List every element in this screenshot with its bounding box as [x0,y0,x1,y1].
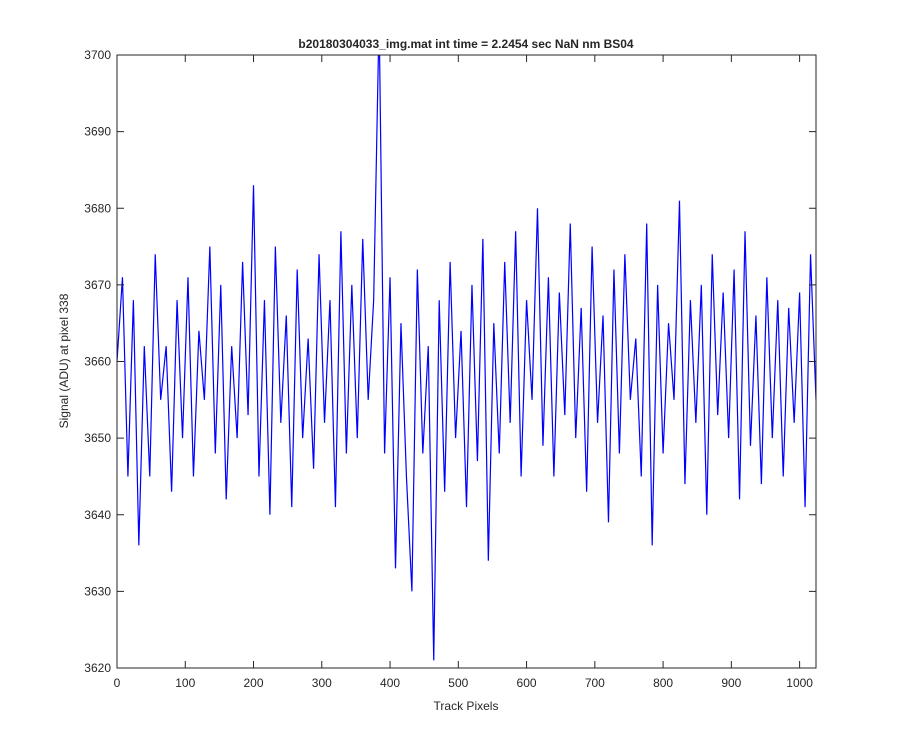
x-tick-label: 200 [244,676,264,690]
plot [117,55,816,661]
plot-area [117,55,816,668]
data-line [117,55,816,661]
y-tick-label: 3700 [84,48,111,62]
y-tick-label: 3670 [84,278,111,292]
x-tick-label: 600 [517,676,537,690]
y-tick-label: 3640 [84,508,111,522]
y-tick-label: 3680 [84,201,111,215]
x-tick-label: 800 [653,676,673,690]
x-axis-label: Track Pixels [434,699,499,713]
y-tick-label: 3690 [84,125,111,139]
x-tick-label: 700 [585,676,605,690]
y-tick-label: 3660 [84,355,111,369]
x-tick-label: 300 [312,676,332,690]
x-tick-label: 400 [380,676,400,690]
x-tick-label: 500 [448,676,468,690]
x-tick-label: 900 [721,676,741,690]
chart-title: b20180304033_img.mat int time = 2.2454 s… [298,37,634,51]
y-axis-label: Signal (ADU) at pixel 338 [57,293,71,428]
y-tick-label: 3620 [84,661,111,675]
x-tick-label: 100 [175,676,195,690]
y-tick-label: 3630 [84,584,111,598]
y-tick-label: 3650 [84,431,111,445]
x-tick-label: 1000 [786,676,813,690]
x-tick-label: 0 [114,676,121,690]
